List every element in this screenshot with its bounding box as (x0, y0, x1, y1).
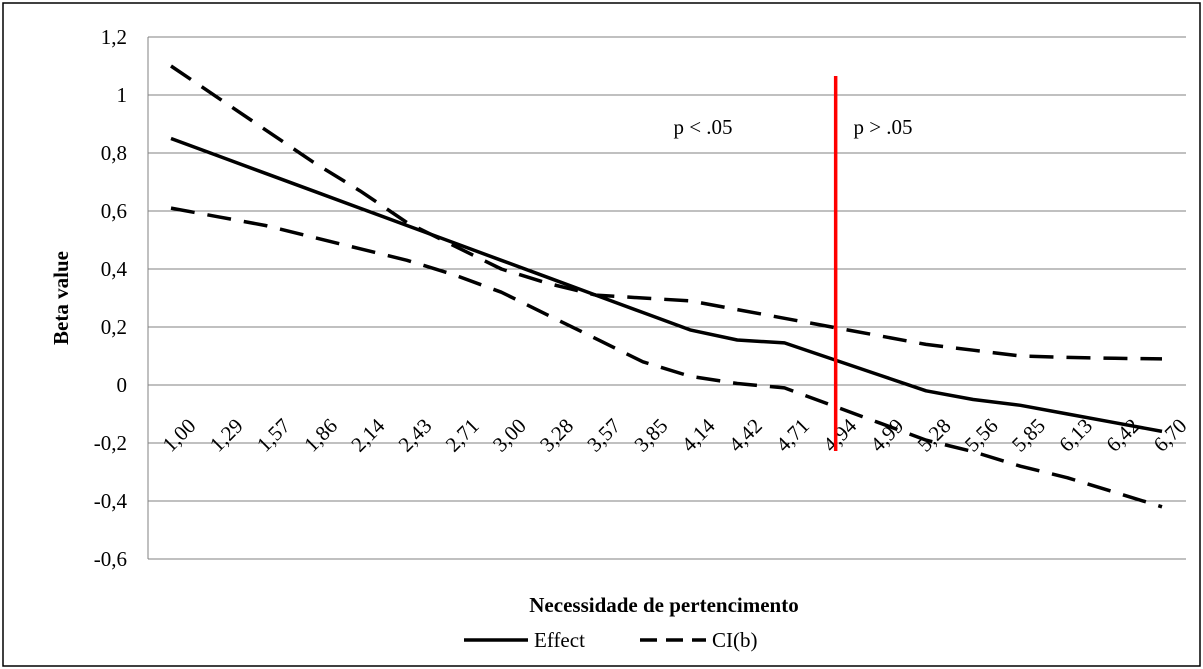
y-tick-label: -0,2 (94, 431, 127, 455)
y-axis-title: Beta value (49, 251, 73, 345)
annotation-left: p < .05 (673, 115, 732, 139)
y-tick-label: 0,8 (101, 141, 127, 165)
legend: Effect CI(b) (464, 628, 758, 652)
y-tick-label: -0,4 (94, 489, 128, 513)
legend-label-effect: Effect (534, 628, 585, 652)
annotation-right: p > .05 (853, 115, 912, 139)
y-tick-label: -0,6 (94, 547, 127, 571)
y-tick-label: 1,2 (101, 25, 127, 49)
series-lines (170, 64, 1163, 509)
y-tick-label: 0 (117, 373, 128, 397)
y-tick-label: 0,2 (101, 315, 127, 339)
legend-label-ci: CI(b) (712, 628, 758, 652)
series-line-2 (170, 206, 1163, 509)
y-tick-label: 1 (117, 83, 128, 107)
series-line-1 (170, 64, 1163, 361)
grid-lines (148, 36, 1186, 560)
y-tick-label: 0,6 (101, 199, 127, 223)
y-tick-labels: 1,2 1 0,8 0,6 0,4 0,2 0 -0,2 -0,4 -0,6 (94, 25, 128, 571)
y-tick-label: 0,4 (101, 257, 128, 281)
series-line-0 (170, 136, 1163, 434)
x-axis-title: Necessidade de pertencimento (529, 593, 798, 617)
